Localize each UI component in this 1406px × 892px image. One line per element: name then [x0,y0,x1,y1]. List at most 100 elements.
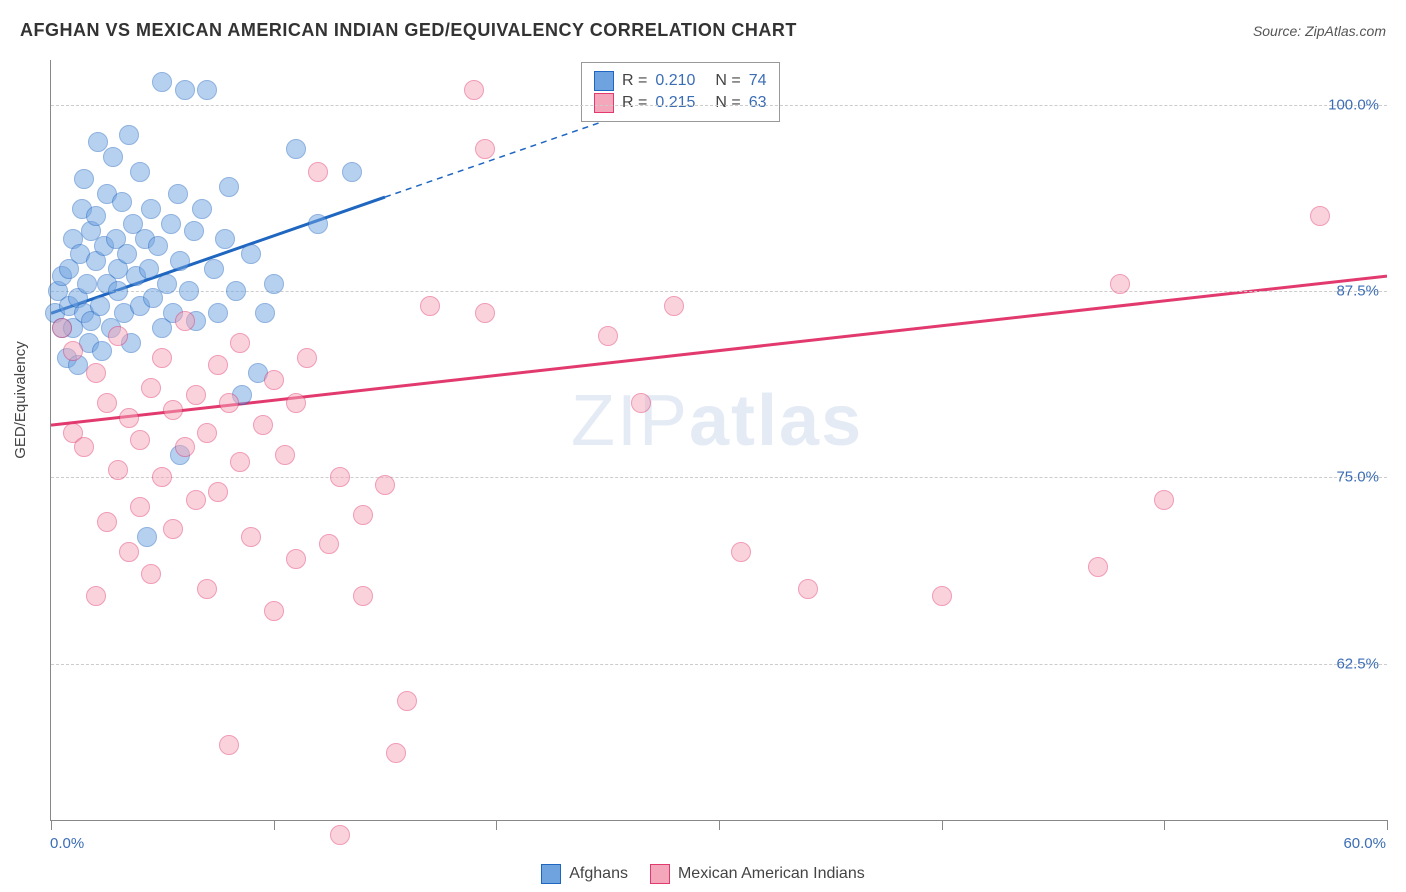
trend-lines-layer [51,60,1387,820]
data-point [152,348,172,368]
data-point [197,423,217,443]
data-point [475,139,495,159]
gridline [51,664,1387,665]
data-point [208,303,228,323]
x-axis-max-label: 60.0% [1343,835,1386,852]
data-point [932,586,952,606]
data-point [161,214,181,234]
legend-swatch [541,864,561,884]
r-label: R = [622,72,647,90]
data-point [119,542,139,562]
data-point [97,512,117,532]
data-point [152,72,172,92]
data-point [52,318,72,338]
data-point [74,169,94,189]
chart-title: AFGHAN VS MEXICAN AMERICAN INDIAN GED/EQ… [20,20,797,41]
gridline [51,477,1387,478]
data-point [179,281,199,301]
legend-label: Afghans [569,865,628,883]
data-point [192,199,212,219]
data-point [353,505,373,525]
data-point [86,206,106,226]
data-point [148,236,168,256]
data-point [186,385,206,405]
watermark-bold: atlas [689,381,863,461]
data-point [264,370,284,390]
data-point [342,162,362,182]
data-point [375,475,395,495]
data-point [286,549,306,569]
watermark: ZIPatlas [571,380,863,462]
n-label: N = [715,94,740,112]
legend-item: Afghans [541,864,628,884]
x-axis-min-label: 0.0% [50,835,84,852]
data-point [175,80,195,100]
data-point [170,251,190,271]
data-point [219,735,239,755]
data-point [798,579,818,599]
data-point [353,586,373,606]
r-value: 0.215 [655,94,695,112]
data-point [330,825,350,845]
watermark-light: ZIP [571,381,689,461]
data-point [92,341,112,361]
data-point [119,125,139,145]
data-point [598,326,618,346]
data-point [130,430,150,450]
n-label: N = [715,72,740,90]
data-point [130,162,150,182]
n-value: 74 [749,72,767,90]
data-point [108,460,128,480]
data-point [86,363,106,383]
legend-item: Mexican American Indians [650,864,865,884]
y-tick-label: 75.0% [1336,469,1379,486]
data-point [186,490,206,510]
data-point [152,467,172,487]
data-point [119,408,139,428]
data-point [230,333,250,353]
stats-row: R = 0.210N = 74 [594,71,767,91]
data-point [157,274,177,294]
data-point [90,296,110,316]
data-point [255,303,275,323]
data-point [139,259,159,279]
data-point [112,192,132,212]
data-point [74,437,94,457]
data-point [97,393,117,413]
data-point [141,564,161,584]
trend-line-dashed [385,112,630,197]
data-point [215,229,235,249]
x-tick [274,820,275,830]
data-point [253,415,273,435]
data-point [163,400,183,420]
legend-label: Mexican American Indians [678,865,865,883]
data-point [241,527,261,547]
data-point [230,452,250,472]
data-point [475,303,495,323]
y-tick-label: 87.5% [1336,282,1379,299]
data-point [297,348,317,368]
stats-row: R = 0.215N = 63 [594,93,767,113]
data-point [731,542,751,562]
data-point [63,341,83,361]
x-tick [51,820,52,830]
data-point [141,199,161,219]
data-point [397,691,417,711]
x-tick [1164,820,1165,830]
legend-swatch [594,93,614,113]
data-point [631,393,651,413]
data-point [168,184,188,204]
data-point [241,244,261,264]
data-point [88,132,108,152]
data-point [77,274,97,294]
source-label: Source: ZipAtlas.com [1253,23,1386,39]
data-point [319,534,339,554]
data-point [1154,490,1174,510]
legend-swatch [594,71,614,91]
data-point [308,162,328,182]
data-point [286,393,306,413]
data-point [208,355,228,375]
legend-swatch [650,864,670,884]
stats-box: R = 0.210N = 74R = 0.215N = 63 [581,62,780,122]
bottom-legend: Afghans Mexican American Indians [0,864,1406,884]
